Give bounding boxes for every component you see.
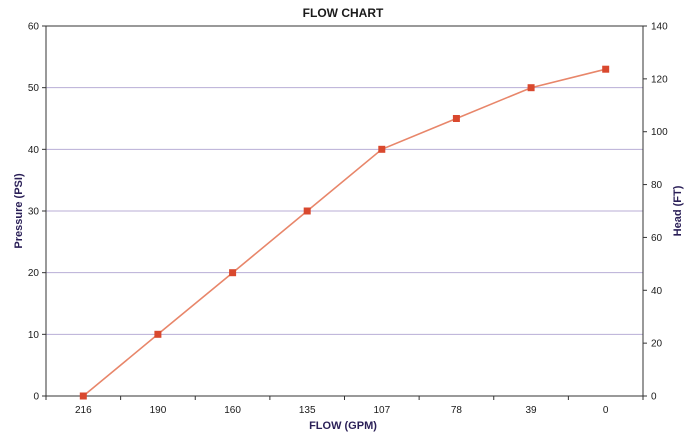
y2-tick-label-6: 120 bbox=[651, 74, 668, 85]
x-tick-label-1: 190 bbox=[150, 405, 167, 416]
y2-tick-label-5: 100 bbox=[651, 127, 668, 138]
y2-tick-label-3: 60 bbox=[651, 233, 663, 244]
y-tick-label-6: 60 bbox=[28, 22, 40, 33]
grid-lines bbox=[46, 87, 643, 335]
x-tick-label-5: 78 bbox=[451, 405, 463, 416]
pressure-series bbox=[79, 65, 610, 400]
y-axis-left: 0 10 20 30 40 50 60 bbox=[28, 22, 46, 403]
data-point-3 bbox=[303, 207, 311, 215]
x-tick-label-7: 0 bbox=[603, 405, 609, 416]
data-point-5 bbox=[452, 115, 460, 122]
data-point-1 bbox=[154, 330, 162, 338]
x-tick-label-6: 39 bbox=[526, 405, 538, 416]
y-tick-label-1: 10 bbox=[28, 330, 40, 341]
data-point-2 bbox=[229, 269, 237, 277]
y2-axis-label: Head (FT) bbox=[672, 185, 684, 236]
y-axis-right: 0 20 40 60 80 100 120 140 bbox=[643, 22, 668, 403]
y-tick-label-5: 50 bbox=[28, 83, 40, 94]
y2-tick-label-4: 80 bbox=[651, 180, 663, 191]
y-tick-label-4: 40 bbox=[28, 145, 40, 156]
data-point-0 bbox=[79, 392, 87, 400]
x-tick-label-0: 216 bbox=[75, 405, 92, 416]
x-tick-label-4: 107 bbox=[373, 405, 390, 416]
data-point-4 bbox=[378, 145, 386, 153]
y2-tick-label-1: 20 bbox=[651, 339, 663, 350]
pressure-line bbox=[82, 68, 606, 397]
y-axis-label: Pressure (PSI) bbox=[13, 173, 25, 249]
y-tick-label-3: 30 bbox=[28, 207, 40, 218]
data-point-6 bbox=[527, 84, 535, 92]
y-tick-label-2: 20 bbox=[28, 268, 40, 279]
y2-tick-label-7: 140 bbox=[651, 22, 668, 33]
x-tick-label-3: 135 bbox=[299, 405, 316, 416]
x-tick-label-2: 160 bbox=[224, 405, 241, 416]
x-axis-label: FLOW (GPM) bbox=[309, 420, 377, 432]
y2-tick-label-0: 0 bbox=[651, 392, 657, 403]
x-axis: 216 190 160 135 107 78 39 0 bbox=[45, 396, 644, 416]
chart-title: FLOW CHART bbox=[303, 6, 384, 20]
data-point-7 bbox=[602, 65, 610, 73]
y2-tick-label-2: 40 bbox=[651, 286, 663, 297]
y-tick-label-0: 0 bbox=[33, 392, 39, 403]
